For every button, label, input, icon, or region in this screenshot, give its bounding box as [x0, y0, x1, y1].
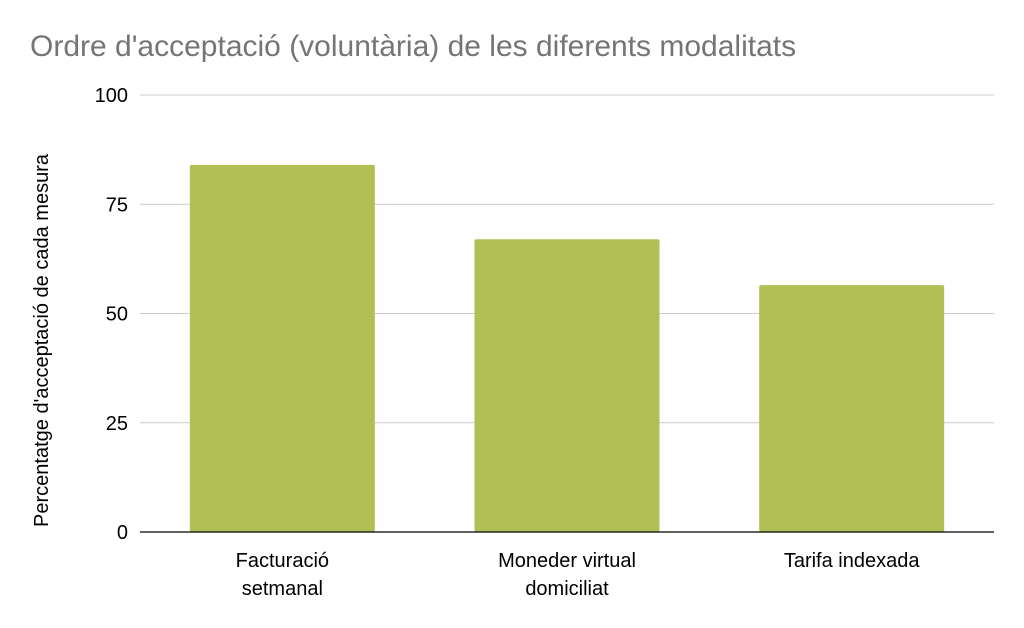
x-tick-label: Moneder virtual domiciliat — [498, 550, 636, 600]
x-tick-label-line: domiciliat — [525, 578, 609, 600]
x-tick-label-line: Moneder virtual — [498, 550, 636, 572]
y-tick-label: 50 — [106, 304, 128, 326]
bar — [189, 164, 375, 533]
x-tick-label: Facturació setmanal — [236, 550, 329, 600]
y-tick-label: 100 — [95, 85, 128, 107]
x-tick-label-line: Tarifa indexada — [784, 550, 921, 572]
x-axis-ticks: Facturació setmanal Moneder virtual domicil… — [236, 550, 921, 600]
y-axis-ticks: 0 25 50 75 100 — [95, 85, 128, 544]
x-tick-label-line: Facturació — [236, 550, 329, 572]
x-tick-label-line: setmanal — [242, 578, 323, 600]
y-tick-label: 25 — [106, 413, 128, 435]
y-tick-label: 75 — [106, 194, 128, 216]
chart-title: Ordre d'acceptació (voluntària) de les d… — [30, 30, 796, 63]
x-tick-label: Tarifa indexada — [784, 550, 921, 572]
bars — [189, 164, 945, 533]
y-axis-label: Percentatge d'acceptació de cada mesura — [31, 153, 53, 527]
y-tick-label: 0 — [117, 522, 128, 544]
bar — [474, 239, 660, 532]
bar — [759, 285, 945, 532]
